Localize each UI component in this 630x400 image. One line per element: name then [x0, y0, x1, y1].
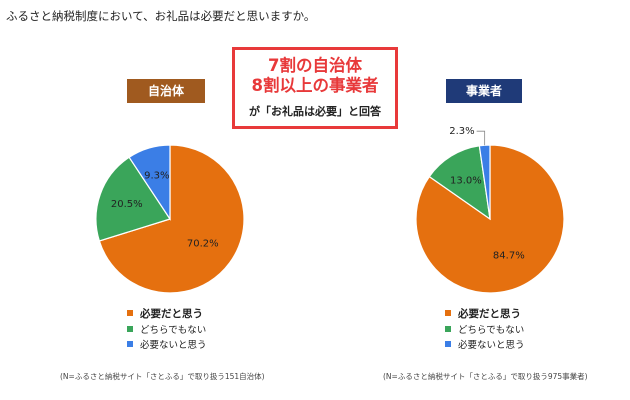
sample-note-municipalities: (N=ふるさと納税サイト「さとふる」で取り扱う151自治体)	[60, 372, 265, 381]
legend-label: 必要ないと思う	[458, 339, 525, 351]
legend-swatch-green	[127, 325, 133, 332]
legend-label: 必要だと思う	[140, 307, 203, 320]
pie-slice-not-needed	[128, 144, 171, 221]
legend-item-not-needed: 必要ないと思う	[127, 336, 207, 351]
legend-municipalities: 必要だと思う どちらでもない 必要ないと思う	[127, 305, 207, 351]
pie-label-not-needed: 2.3%	[449, 126, 474, 137]
legend-label: 必要ないと思う	[140, 339, 207, 351]
pie-leader-line	[476, 130, 486, 146]
pie-label-needed: 84.7%	[493, 251, 525, 262]
legend-swatch-green	[445, 325, 451, 332]
pie-label-not-needed: 9.3%	[144, 171, 169, 182]
pie-label-needed: 70.2%	[187, 239, 219, 250]
headline-line2: 8割以上の事業者	[251, 76, 379, 95]
headline-line3: が「お礼品は必要」と回答	[249, 105, 381, 118]
legend-item-neutral: どちらでもない	[445, 321, 525, 336]
pie-label-neutral: 20.5%	[111, 199, 143, 210]
pie-slice-neutral	[95, 156, 171, 242]
legend-label: 必要だと思う	[458, 307, 521, 320]
legend-swatch-orange	[127, 310, 133, 316]
sample-note-businesses: (N=ふるさと納税サイト「さとふる」で取り扱う975事業者)	[383, 372, 588, 381]
legend-item-not-needed: 必要ないと思う	[445, 336, 525, 351]
legend-swatch-blue	[445, 340, 451, 347]
pie-chart-municipalities: 70.2% 20.5% 9.3%	[95, 144, 245, 294]
legend-item-neutral: どちらでもない	[127, 321, 207, 336]
pie-label-neutral: 13.0%	[450, 175, 482, 186]
question-text: ふるさと納税制度において、お礼品は必要だと思いますか。	[6, 9, 316, 23]
legend-item-needed: 必要だと思う	[127, 305, 207, 321]
chart-title-municipalities: 自治体	[127, 79, 205, 103]
pie-chart-businesses: 84.7% 13.0% 2.3%	[415, 126, 565, 294]
legend-businesses: 必要だと思う どちらでもない 必要ないと思う	[445, 305, 525, 351]
legend-swatch-blue	[127, 340, 133, 347]
headline-box: 7割の自治体 8割以上の事業者 が「お礼品は必要」と回答	[232, 47, 398, 129]
legend-swatch-orange	[445, 310, 451, 316]
legend-label: どちらでもない	[140, 324, 207, 336]
pie-slice-neutral	[428, 145, 491, 221]
legend-item-needed: 必要だと思う	[445, 305, 525, 321]
pie-slice-needed	[98, 144, 245, 294]
pie-slice-not-needed	[478, 144, 491, 220]
headline-line1: 7割の自治体	[268, 56, 362, 75]
legend-label: どちらでもない	[458, 324, 525, 336]
chart-title-businesses: 事業者	[446, 79, 522, 103]
